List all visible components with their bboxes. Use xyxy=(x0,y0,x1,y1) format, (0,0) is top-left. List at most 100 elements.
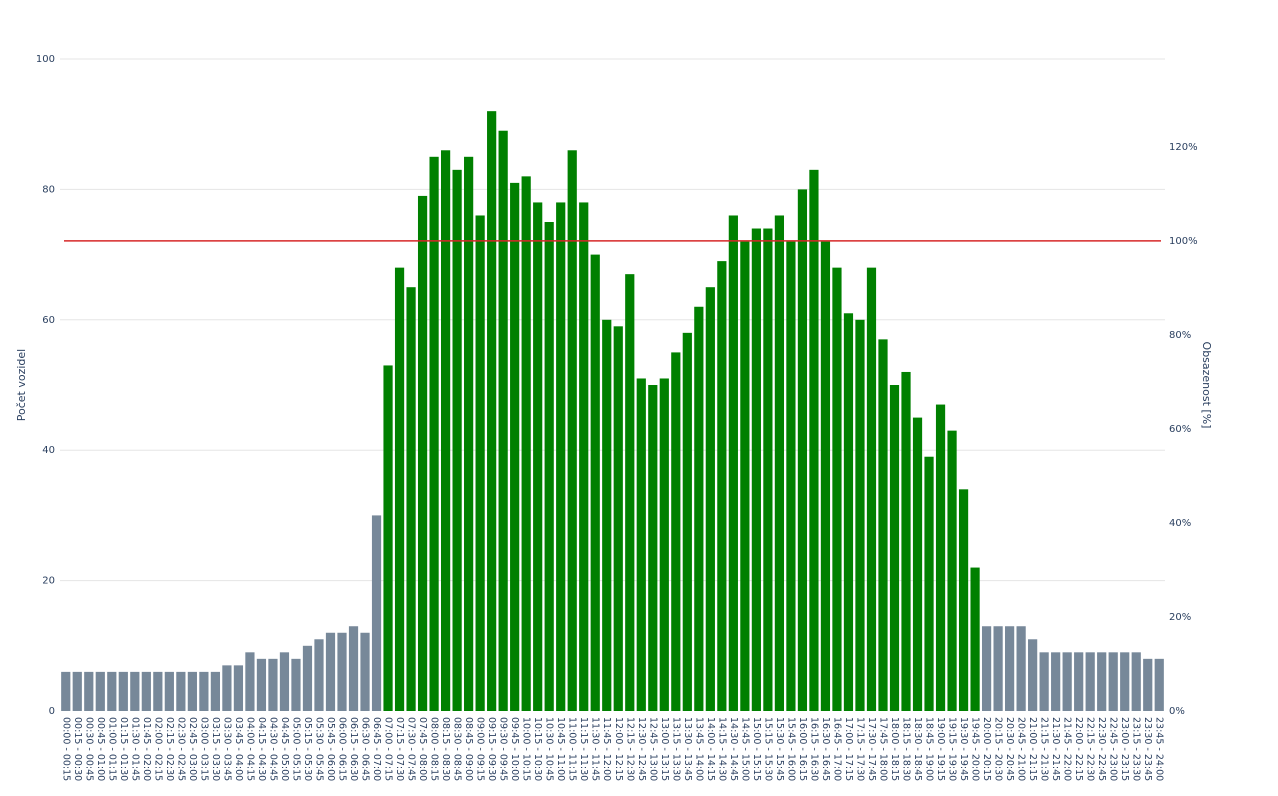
bar xyxy=(1016,626,1026,711)
x-tick-label: 05:30 - 05:45 xyxy=(313,717,324,781)
x-tick-label: 23:45 - 24:00 xyxy=(1154,717,1165,781)
x-tick-label: 10:30 - 10:45 xyxy=(544,717,555,781)
x-tick-label: 01:30 - 01:45 xyxy=(129,717,140,781)
x-tick-label: 11:00 - 11:15 xyxy=(567,717,578,781)
bar xyxy=(970,567,980,711)
bar xyxy=(510,182,520,711)
bar xyxy=(187,671,197,711)
x-tick-label: 03:45 - 04:00 xyxy=(233,717,244,781)
bar xyxy=(774,215,785,712)
bar xyxy=(233,665,244,711)
y2-tick-label: 20% xyxy=(1169,612,1191,623)
bar xyxy=(556,202,566,711)
bar xyxy=(521,176,531,712)
x-tick-label: 11:45 - 12:00 xyxy=(601,717,612,781)
bar xyxy=(268,658,278,711)
x-tick-label: 17:15 - 17:30 xyxy=(854,717,865,781)
x-tick-label: 09:15 - 09:30 xyxy=(486,717,497,781)
x-tick-label: 07:30 - 07:45 xyxy=(406,717,417,781)
bar xyxy=(786,241,796,711)
bar xyxy=(981,626,992,711)
bar xyxy=(417,195,428,712)
x-tick-label: 18:45 - 19:00 xyxy=(924,717,935,781)
bar xyxy=(544,222,554,711)
bar xyxy=(164,671,174,711)
x-tick-label: 09:30 - 09:45 xyxy=(498,717,509,781)
y-tick-label: 60 xyxy=(42,315,55,326)
bar xyxy=(337,632,347,711)
x-tick-label: 00:15 - 00:30 xyxy=(72,717,83,781)
bar xyxy=(1120,652,1130,711)
x-tick-label: 08:15 - 08:30 xyxy=(440,717,451,781)
x-tick-label: 13:00 - 13:15 xyxy=(659,717,670,781)
x-tick-label: 10:45 - 11:00 xyxy=(555,717,566,781)
x-tick-label: 15:30 - 15:45 xyxy=(774,717,785,781)
x-tick-label: 14:00 - 14:15 xyxy=(705,717,716,781)
bar xyxy=(210,671,220,711)
x-tick-label: 19:00 - 19:15 xyxy=(935,717,946,781)
x-tick-label: 08:00 - 08:15 xyxy=(429,717,440,781)
bar xyxy=(1028,639,1038,711)
bar xyxy=(958,489,969,711)
bar xyxy=(751,228,761,711)
bar xyxy=(222,665,232,711)
bar xyxy=(855,319,865,711)
x-tick-label: 06:45 - 07:00 xyxy=(371,717,382,781)
y-tick-label: 40 xyxy=(42,445,55,456)
bar xyxy=(820,241,831,711)
x-tick-label: 13:45 - 14:00 xyxy=(693,717,704,781)
x-tick-label: 23:00 - 23:15 xyxy=(1119,717,1130,781)
bar xyxy=(947,430,957,711)
x-tick-label: 05:15 - 05:30 xyxy=(302,717,313,781)
x-tick-label: 01:00 - 01:15 xyxy=(106,717,117,781)
bar xyxy=(1143,658,1153,711)
bar xyxy=(763,228,773,711)
bar xyxy=(579,202,589,711)
bar xyxy=(567,150,577,711)
x-tick-label: 17:45 - 18:00 xyxy=(877,717,888,781)
x-tick-label: 10:00 - 10:15 xyxy=(521,717,532,781)
x-tick-label: 08:30 - 08:45 xyxy=(452,717,463,781)
bar xyxy=(912,417,923,711)
x-tick-label: 06:00 - 06:15 xyxy=(337,717,348,781)
y2-tick-label: 60% xyxy=(1169,424,1191,435)
x-tick-label: 09:45 - 10:00 xyxy=(509,717,520,781)
bar xyxy=(1097,652,1107,711)
bar xyxy=(1085,652,1095,711)
x-tick-label: 18:30 - 18:45 xyxy=(912,717,923,781)
bar xyxy=(625,274,635,711)
x-tick-label: 03:30 - 03:45 xyxy=(221,717,232,781)
bar xyxy=(659,378,669,711)
bar xyxy=(1108,652,1118,711)
bar xyxy=(843,313,854,711)
bar xyxy=(878,339,888,711)
x-tick-label: 16:00 - 16:15 xyxy=(797,717,808,781)
bar xyxy=(279,652,290,711)
x-tick-label: 15:00 - 15:15 xyxy=(751,717,762,781)
bar xyxy=(694,306,704,711)
x-tick-label: 00:30 - 00:45 xyxy=(83,717,94,781)
x-tick-label: 20:45 - 21:00 xyxy=(1016,717,1027,781)
y-tick-label: 100 xyxy=(36,54,55,65)
x-tick-label: 08:45 - 09:00 xyxy=(463,717,474,781)
x-tick-label: 20:15 - 20:30 xyxy=(993,717,1004,781)
x-tick-label: 16:30 - 16:45 xyxy=(820,717,831,781)
x-tick-label: 13:15 - 13:30 xyxy=(670,717,681,781)
x-tick-label: 10:15 - 10:30 xyxy=(532,717,543,781)
x-tick-label: 18:15 - 18:30 xyxy=(901,717,912,781)
x-tick-label: 04:00 - 04:15 xyxy=(244,717,255,781)
bar xyxy=(901,371,911,711)
bar xyxy=(1154,658,1164,711)
bar xyxy=(406,287,416,711)
bar xyxy=(832,267,842,711)
x-tick-label: 19:15 - 19:30 xyxy=(947,717,958,781)
x-tick-label: 12:30 - 12:45 xyxy=(636,717,647,781)
bar xyxy=(95,671,105,711)
x-tick-label: 14:45 - 15:00 xyxy=(739,717,750,781)
bar xyxy=(717,261,727,711)
bar xyxy=(889,385,900,711)
bar xyxy=(648,385,658,711)
x-tick-label: 00:00 - 00:15 xyxy=(60,717,71,781)
bar xyxy=(671,352,681,711)
x-tick-label: 11:15 - 11:30 xyxy=(578,717,589,781)
